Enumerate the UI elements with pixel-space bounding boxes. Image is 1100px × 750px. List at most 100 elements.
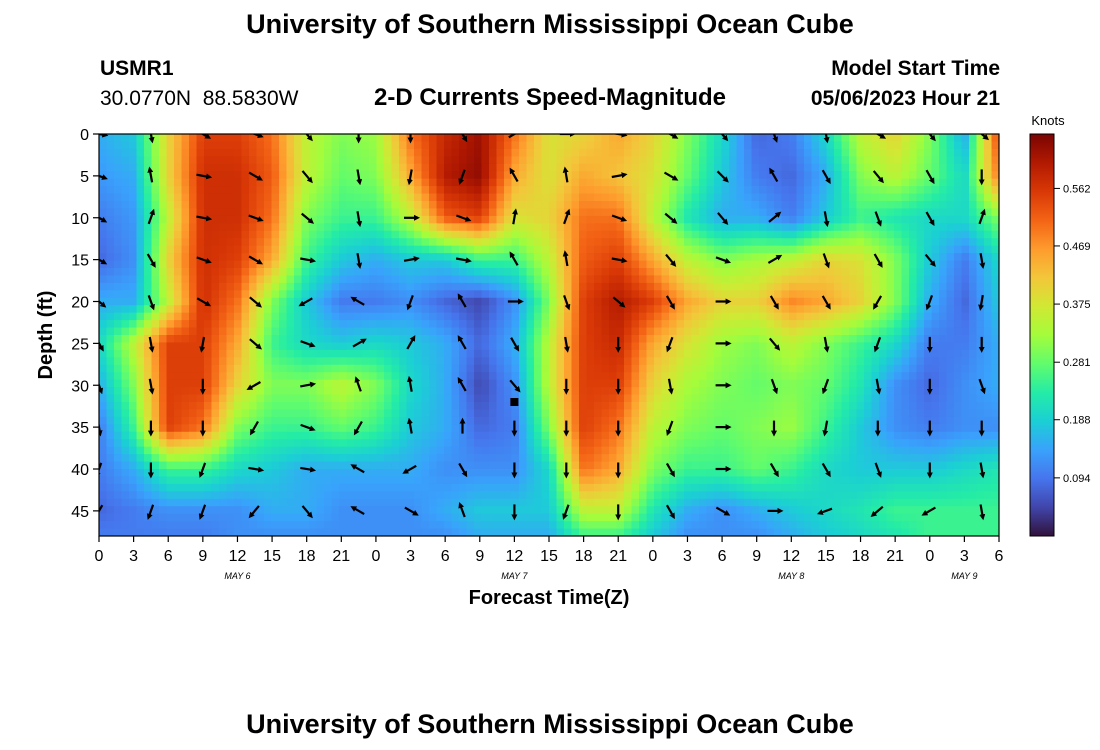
heatmap-cell bbox=[631, 402, 640, 411]
heatmap-cell bbox=[399, 268, 408, 277]
heatmap-cell bbox=[556, 409, 565, 418]
heatmap-cell bbox=[766, 230, 775, 239]
heatmap-cell bbox=[151, 409, 160, 418]
heatmap-cell bbox=[729, 134, 738, 143]
heatmap-cell bbox=[271, 148, 280, 157]
heatmap-cell bbox=[804, 320, 813, 329]
heatmap-cell bbox=[316, 402, 325, 411]
heatmap-cell bbox=[676, 230, 685, 239]
heatmap-cell bbox=[384, 215, 393, 224]
heatmap-cell bbox=[864, 320, 873, 329]
heatmap-cell bbox=[849, 312, 858, 321]
heatmap-cell bbox=[391, 342, 400, 351]
heatmap-cell bbox=[864, 223, 873, 232]
heatmap-cell bbox=[639, 260, 648, 269]
heatmap-cell bbox=[174, 357, 183, 366]
heatmap-cell bbox=[481, 335, 490, 344]
heatmap-cell bbox=[204, 230, 213, 239]
heatmap-cell bbox=[391, 171, 400, 180]
heatmap-cell bbox=[436, 439, 445, 448]
heatmap-cell bbox=[211, 320, 220, 329]
heatmap-cell bbox=[879, 394, 888, 403]
heatmap-cell bbox=[219, 297, 228, 306]
heatmap-cell bbox=[534, 148, 543, 157]
heatmap-cell bbox=[271, 208, 280, 217]
heatmap-cell bbox=[729, 201, 738, 210]
heatmap-cell bbox=[939, 342, 948, 351]
heatmap-cell bbox=[699, 327, 708, 336]
heatmap-cell bbox=[864, 141, 873, 150]
heatmap-cell bbox=[594, 416, 603, 425]
heatmap-cell bbox=[594, 171, 603, 180]
heatmap-cell bbox=[384, 349, 393, 358]
heatmap-cell bbox=[211, 402, 220, 411]
heatmap-cell bbox=[991, 148, 999, 157]
heatmap-cell bbox=[421, 379, 430, 388]
heatmap-cell bbox=[369, 141, 378, 150]
heatmap-cell bbox=[774, 290, 783, 299]
heatmap-cell bbox=[346, 208, 355, 217]
heatmap-cell bbox=[744, 178, 753, 187]
heatmap-cell bbox=[654, 230, 663, 239]
heatmap-cell bbox=[414, 335, 423, 344]
heatmap-cell bbox=[189, 156, 198, 165]
heatmap-cell bbox=[316, 364, 325, 373]
heatmap-cell bbox=[369, 260, 378, 269]
heatmap-cell bbox=[991, 402, 999, 411]
heatmap-cell bbox=[901, 416, 910, 425]
heatmap-cell bbox=[556, 268, 565, 277]
heatmap-cell bbox=[594, 312, 603, 321]
heatmap-cell bbox=[144, 394, 153, 403]
heatmap-cell bbox=[99, 320, 108, 329]
heatmap-cell bbox=[676, 327, 685, 336]
heatmap-cell bbox=[646, 245, 655, 254]
heatmap-cell bbox=[489, 148, 498, 157]
heatmap-cell bbox=[384, 141, 393, 150]
heatmap-cell bbox=[564, 327, 573, 336]
heatmap-cell bbox=[466, 253, 475, 262]
heatmap-cell bbox=[564, 409, 573, 418]
heatmap-cell bbox=[774, 335, 783, 344]
heatmap-cell bbox=[541, 201, 550, 210]
heatmap-cell bbox=[586, 402, 595, 411]
heatmap-cell bbox=[834, 260, 843, 269]
heatmap-cell bbox=[804, 431, 813, 440]
heatmap-cell bbox=[331, 141, 340, 150]
heatmap-cell bbox=[279, 223, 288, 232]
heatmap-cell bbox=[129, 402, 138, 411]
heatmap-cell bbox=[774, 156, 783, 165]
heatmap-cell bbox=[991, 282, 999, 291]
heatmap-cell bbox=[639, 320, 648, 329]
heatmap-cell bbox=[526, 193, 535, 202]
heatmap-cell bbox=[256, 431, 265, 440]
heatmap-cell bbox=[106, 260, 115, 269]
heatmap-cell bbox=[639, 431, 648, 440]
heatmap-cell bbox=[834, 141, 843, 150]
heatmap-cell bbox=[789, 349, 798, 358]
heatmap-cell bbox=[624, 238, 633, 247]
heatmap-cell bbox=[534, 253, 543, 262]
heatmap-cell bbox=[721, 282, 730, 291]
heatmap-cell bbox=[219, 349, 228, 358]
heatmap-cell bbox=[369, 290, 378, 299]
heatmap-cell bbox=[676, 134, 685, 143]
heatmap-cell bbox=[781, 193, 790, 202]
heatmap-cell bbox=[421, 178, 430, 187]
heatmap-cell bbox=[856, 312, 865, 321]
heatmap-cell bbox=[721, 171, 730, 180]
heatmap-cell bbox=[166, 431, 175, 440]
heatmap-cell bbox=[489, 141, 498, 150]
heatmap-cell bbox=[804, 394, 813, 403]
heatmap-cell bbox=[991, 364, 999, 373]
heatmap-cell bbox=[159, 402, 168, 411]
heatmap-cell bbox=[391, 312, 400, 321]
heatmap-cell bbox=[691, 372, 700, 381]
heatmap-cell bbox=[279, 327, 288, 336]
heatmap-cell bbox=[129, 424, 138, 433]
heatmap-cell bbox=[174, 163, 183, 172]
heatmap-cell bbox=[241, 156, 250, 165]
heatmap-cell bbox=[376, 208, 385, 217]
heatmap-cell bbox=[159, 327, 168, 336]
heatmap-cell bbox=[796, 156, 805, 165]
heatmap-cell bbox=[331, 290, 340, 299]
